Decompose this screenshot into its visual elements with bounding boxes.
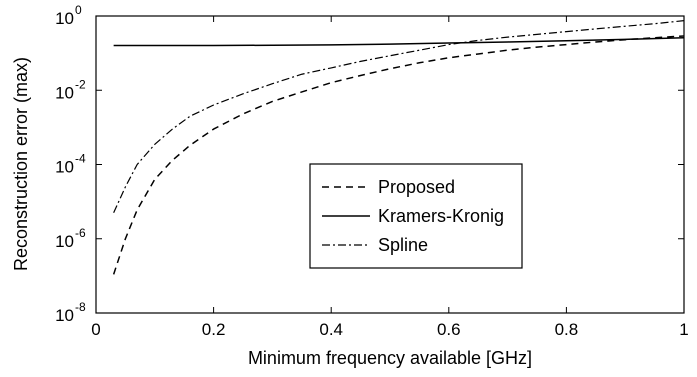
series-lines [112,20,685,275]
y-tick-exponent: -8 [75,300,86,314]
x-tick-label: 1 [679,320,688,339]
series-line-spline [113,20,685,214]
x-tick-label: 0.4 [319,320,343,339]
y-tick-label: 10 [55,232,74,251]
y-tick-label: 10 [55,306,74,325]
axis-ticks [95,15,685,314]
y-tick-exponent: 0 [75,3,82,17]
y-tick-exponent: -4 [75,152,86,166]
y-tick-label: 10 [55,9,74,28]
x-axis-label: Minimum frequency available [GHz] [248,348,532,368]
y-tick-exponent: -6 [75,226,86,240]
series-line-kramers-kronig [113,36,685,47]
y-tick-label: 10 [55,158,74,177]
y-tick-exponent: -2 [75,77,86,91]
legend-label-proposed: Proposed [378,177,455,197]
x-tick-label: 0.8 [555,320,579,339]
x-tick-label: 0 [91,320,100,339]
series-line-proposed [112,35,685,275]
y-axis-label: Reconstruction error (max) [11,57,31,271]
legend: Proposed Kramers-Kronig Spline [309,163,523,269]
y-tick-label: 10 [55,83,74,102]
x-tick-labels: 0 0.2 0.4 0.6 0.8 1 [91,320,688,339]
legend-label-kramers-kronig: Kramers-Kronig [378,206,504,226]
x-tick-label: 0.2 [202,320,226,339]
legend-label-spline: Spline [378,235,428,255]
x-tick-label: 0.6 [437,320,461,339]
